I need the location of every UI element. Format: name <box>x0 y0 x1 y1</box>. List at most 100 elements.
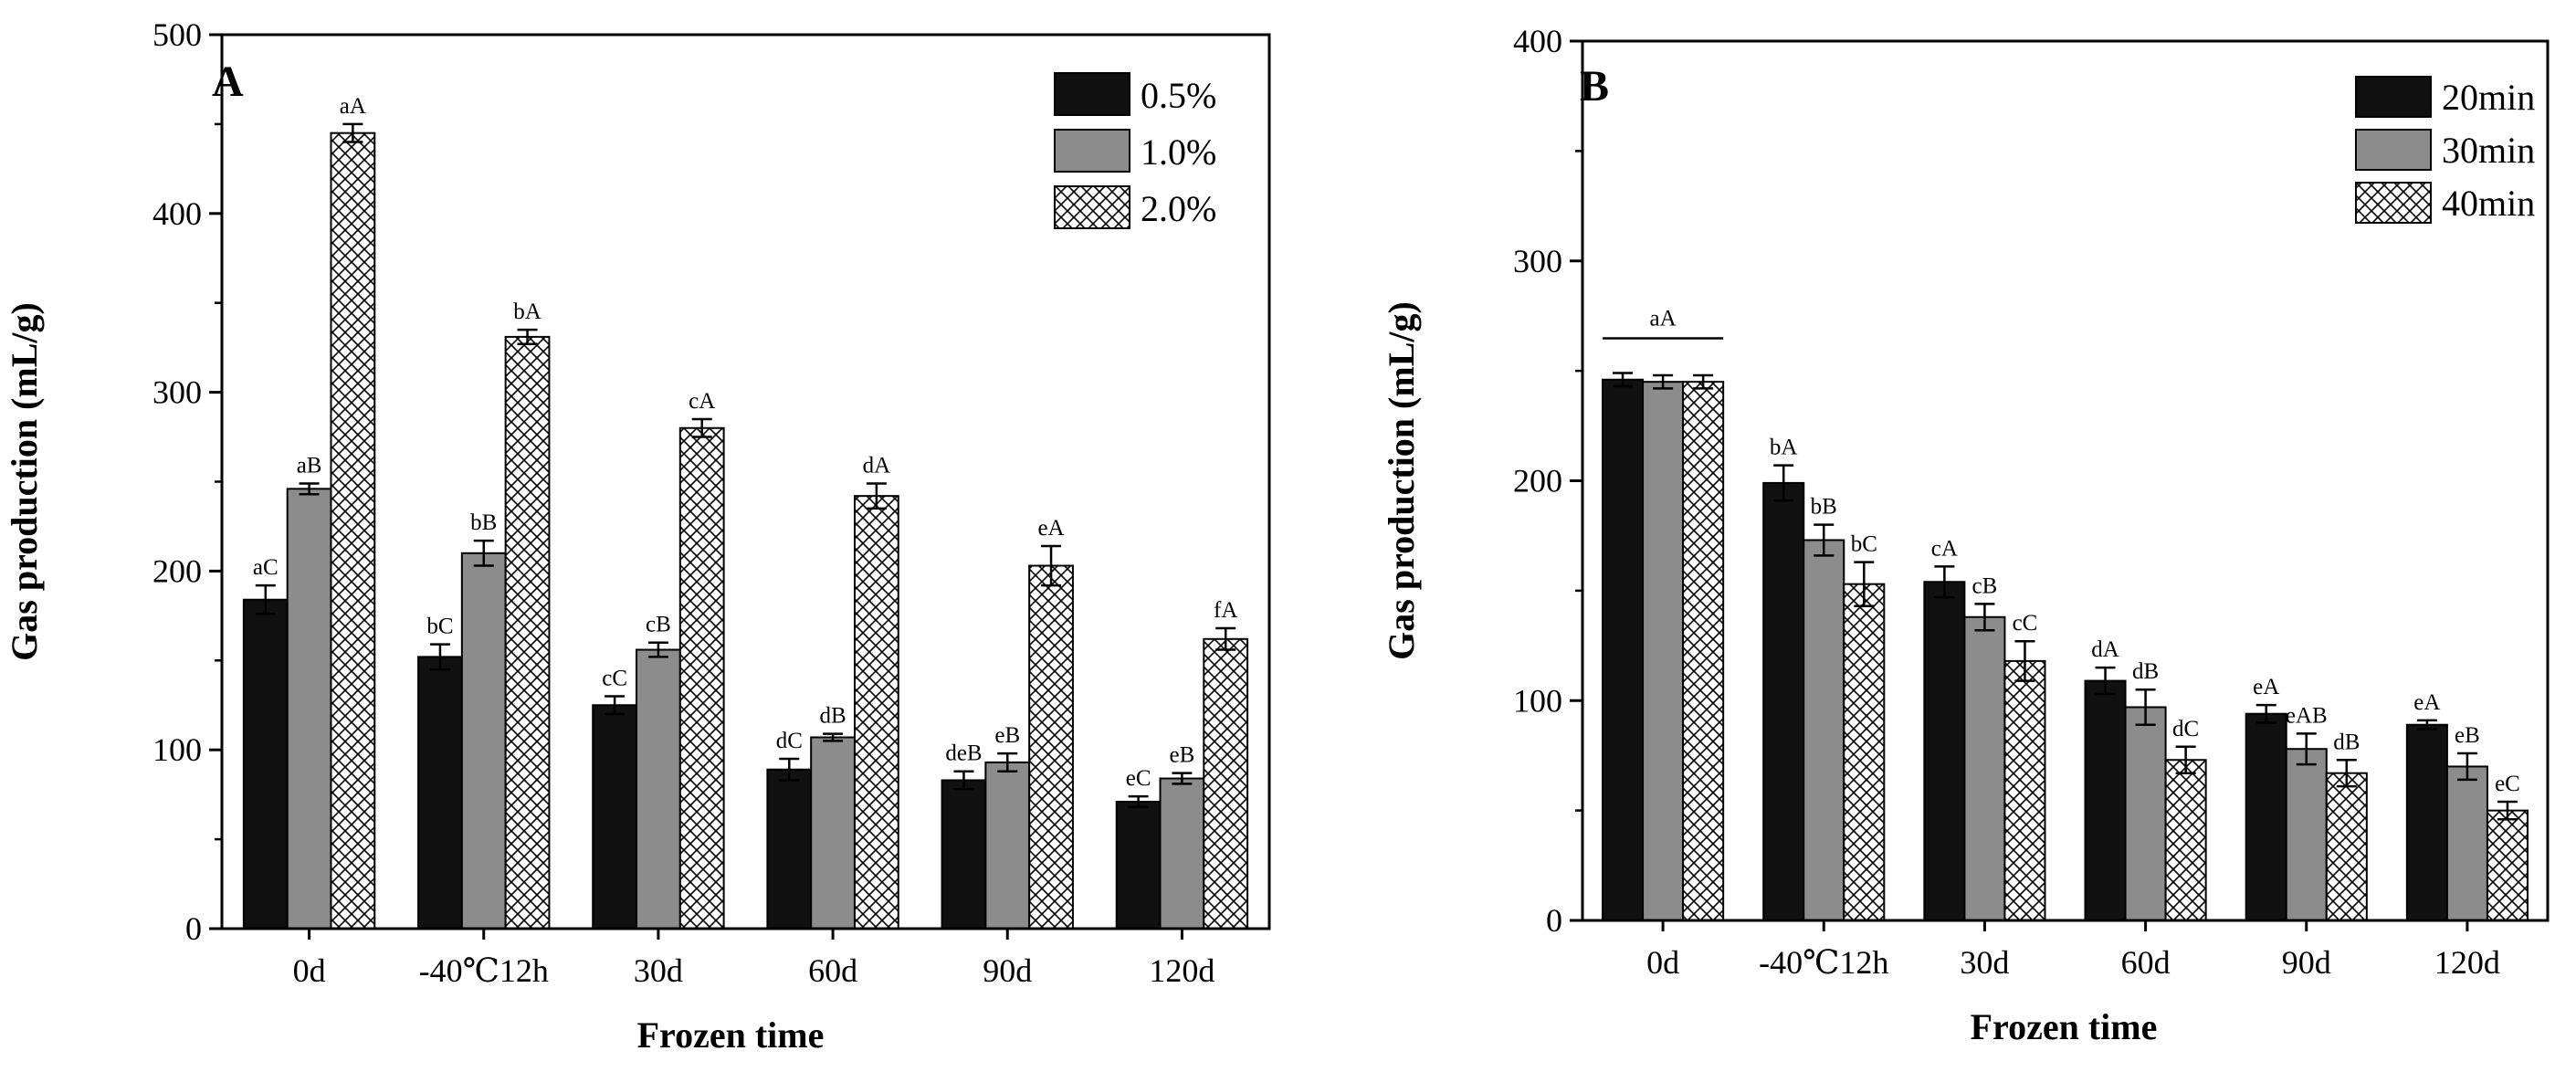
significance-label: eAB <box>2286 703 2328 728</box>
legend-swatch <box>2355 182 2432 224</box>
y-tick-label: 400 <box>1513 23 1562 59</box>
legend-label: 40min <box>2442 183 2535 224</box>
y-tick-label: 300 <box>1513 243 1562 279</box>
y-axis-title: Gas production (mL/g) <box>1381 301 1422 660</box>
significance-label: aB <box>297 453 322 478</box>
x-tick-label: 90d <box>2282 944 2331 981</box>
x-tick-label: -40℃12h <box>1759 944 1888 981</box>
significance-label: dB <box>819 704 846 729</box>
bar-30min-4 <box>2285 748 2328 922</box>
bar-10-2 <box>636 648 681 930</box>
y-axis-title: Gas production (mL/g) <box>4 302 45 661</box>
bar-20min-2 <box>1923 581 1966 921</box>
bar-30min-2 <box>1963 615 2006 921</box>
y-tick-label: 200 <box>152 552 202 589</box>
significance-label: bA <box>1770 436 1798 460</box>
significance-label: eC <box>1126 766 1151 791</box>
panel-letter: B <box>1580 62 1609 110</box>
bar-10-3 <box>810 736 856 930</box>
bar-20-2 <box>678 426 725 930</box>
legend-swatch <box>2355 129 2432 171</box>
significance-label: bC <box>1851 532 1877 557</box>
bar-05-2 <box>592 704 638 930</box>
bar-05-5 <box>1115 800 1162 930</box>
significance-label: cC <box>2013 611 2038 636</box>
significance-label: dB <box>2132 659 2159 684</box>
significance-label: cA <box>1931 536 1958 561</box>
significance-label: dC <box>776 729 803 753</box>
x-axis-title: Frozen time <box>637 1014 825 1056</box>
legend-label: 2.0% <box>1141 188 1216 229</box>
x-tick-label: 60d <box>808 952 857 989</box>
x-tick-label: 0d <box>1646 944 1679 981</box>
bar-20min-1 <box>1762 481 1805 921</box>
significance-label: bB <box>1811 495 1837 520</box>
legend-swatch <box>1054 129 1130 173</box>
x-tick-label: -40℃12h <box>419 952 549 989</box>
bar-40min-4 <box>2325 772 2368 922</box>
bar-20-0 <box>330 131 376 930</box>
bar-20min-3 <box>2084 679 2127 922</box>
legend-label: 0.5% <box>1141 75 1216 116</box>
significance-label: dC <box>2172 717 2199 741</box>
bar-40min-0 <box>1682 381 1725 922</box>
bar-20-5 <box>1203 637 1249 930</box>
bar-10-4 <box>984 761 1031 930</box>
x-tick-label: 120d <box>1149 952 1214 989</box>
x-tick-label: 120d <box>2434 944 2500 981</box>
chart-panel-a: aC bC cC dC deB eC aB bB cB dB eB eB aA bA cA dA eA fA 0 10… <box>4 16 1271 1056</box>
significance-label: bC <box>426 615 453 639</box>
y-tick-label: 500 <box>152 16 202 53</box>
x-tick-label: 30d <box>634 952 683 989</box>
y-tick-label: 100 <box>152 731 202 768</box>
bar-05-4 <box>941 779 987 930</box>
bar-10-1 <box>460 552 507 930</box>
significance-label: cA <box>689 389 715 414</box>
bar-20min-5 <box>2405 723 2448 921</box>
bar-05-1 <box>417 656 463 930</box>
significance-label: dB <box>2333 730 2360 754</box>
y-tick-label: 200 <box>1513 463 1562 499</box>
bar-20-3 <box>853 495 899 930</box>
legend-swatch <box>2355 76 2432 118</box>
significance-label: fA <box>1214 598 1237 623</box>
x-axis-title: Frozen time <box>1971 1006 2158 1047</box>
bar-10-0 <box>286 488 332 930</box>
significance-label: bA <box>513 300 541 324</box>
significance-label: eC <box>2495 772 2520 796</box>
bar-30min-0 <box>1642 381 1685 922</box>
significance-label: eB <box>1170 743 1195 768</box>
significance-label: aA <box>340 94 366 119</box>
significance-label: eA <box>2253 675 2279 699</box>
bar-40min-5 <box>2486 809 2529 921</box>
significance-label: eB <box>2455 723 2480 748</box>
x-tick-label: 0d <box>293 952 326 989</box>
x-tick-label: 30d <box>1960 944 2009 981</box>
legend-swatch <box>1054 185 1130 229</box>
legend-label: 20min <box>2442 77 2535 118</box>
significance-label: eA <box>1037 516 1064 541</box>
y-tick-label: 400 <box>152 195 202 232</box>
x-tick-label: 90d <box>983 952 1032 989</box>
y-tick-label: 100 <box>1513 682 1562 719</box>
x-tick-label: 60d <box>2121 944 2171 981</box>
bar-20min-0 <box>1602 378 1645 921</box>
bar-30min-3 <box>2124 706 2167 921</box>
bar-30min-5 <box>2445 765 2488 921</box>
significance-label: cC <box>602 666 627 690</box>
bar-40min-3 <box>2164 759 2207 921</box>
panel-letter: A <box>212 58 244 106</box>
significance-label: dA <box>863 453 891 478</box>
significance-label: eA <box>2413 690 2440 715</box>
y-tick-label: 300 <box>152 374 202 411</box>
plot-frame <box>1581 39 2550 922</box>
bar-20min-4 <box>2245 712 2287 921</box>
bar-40min-2 <box>2003 659 2046 921</box>
legend-label: 30min <box>2442 130 2535 171</box>
bar-10-5 <box>1159 777 1205 930</box>
bar-20-1 <box>504 335 551 930</box>
y-tick-label: 0 <box>185 910 202 947</box>
legend-label: 1.0% <box>1141 131 1216 173</box>
significance-label: eB <box>994 723 1020 748</box>
significance-label: cB <box>1972 573 1998 598</box>
